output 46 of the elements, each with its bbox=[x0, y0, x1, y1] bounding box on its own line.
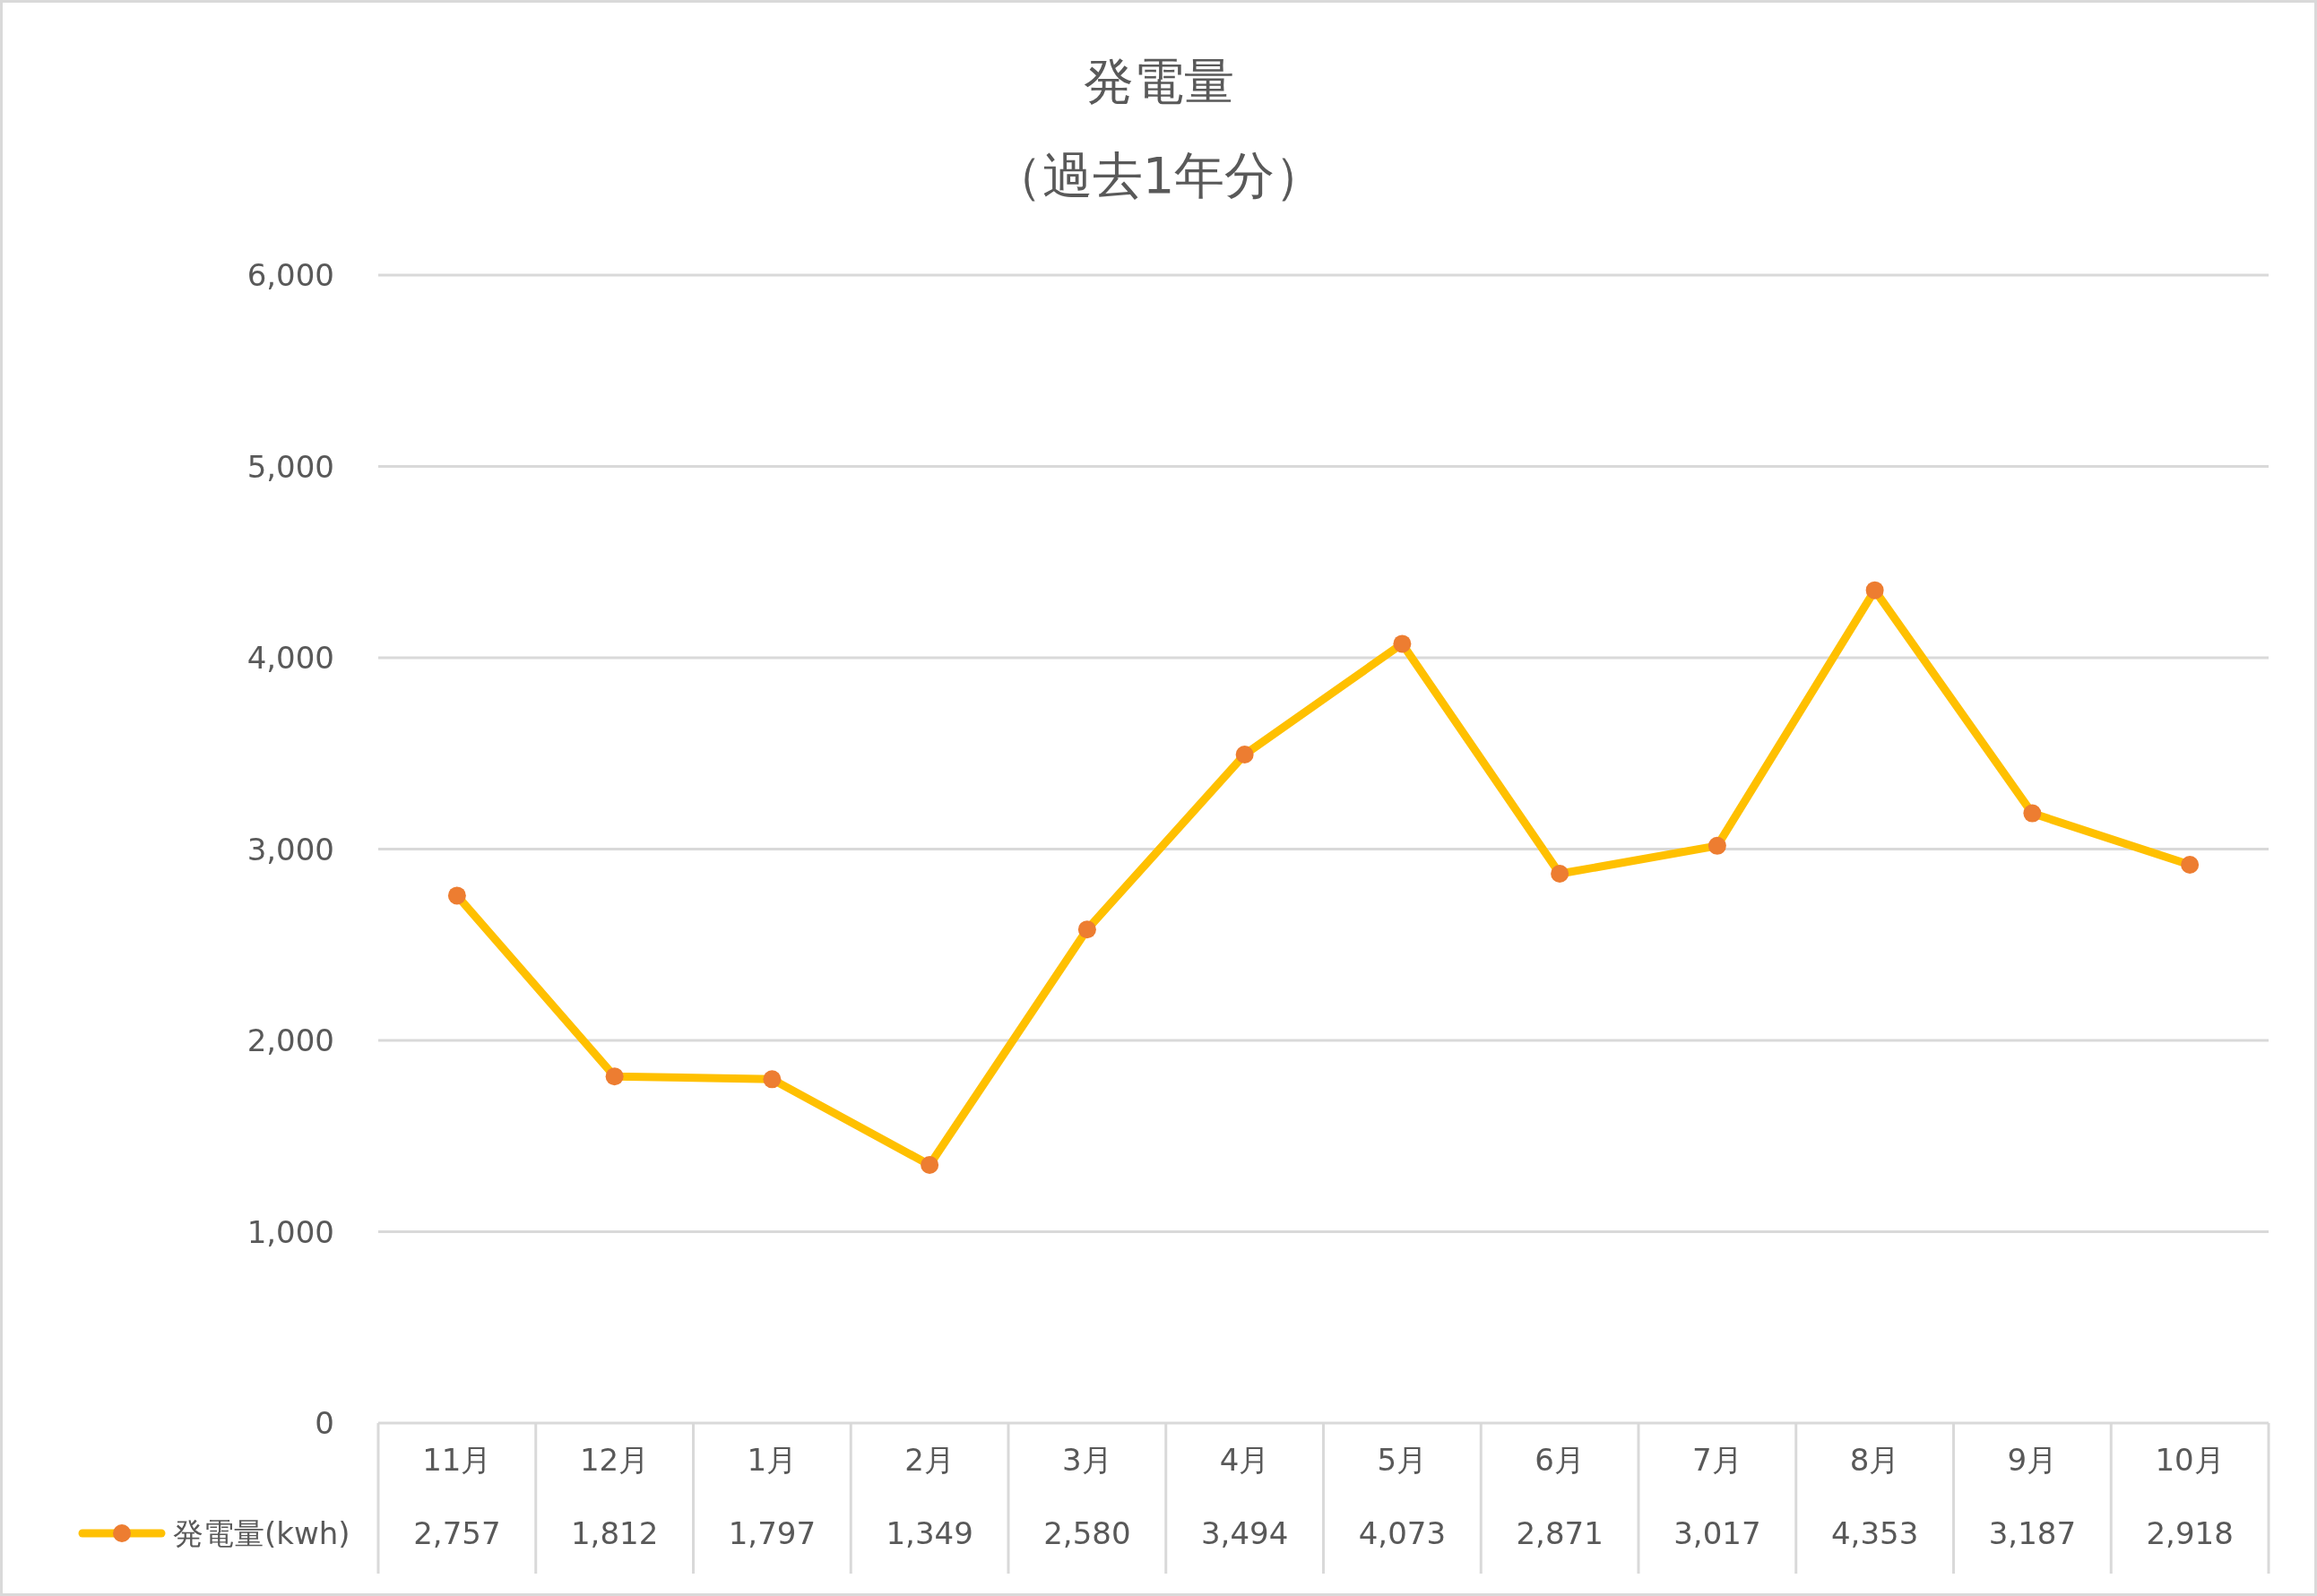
point bbox=[2181, 856, 2200, 875]
y-tick-label: 3,000 bbox=[246, 831, 334, 867]
y-tick-label: 2,000 bbox=[246, 1022, 334, 1058]
data-label: 4,073 bbox=[1358, 1515, 1447, 1551]
y-tick-label: 6,000 bbox=[246, 257, 334, 293]
data-label: 2,918 bbox=[2146, 1515, 2234, 1551]
x-tick-label: 5月 bbox=[1377, 1442, 1428, 1478]
y-tick-label: 5,000 bbox=[246, 448, 334, 485]
data-label: 1,812 bbox=[570, 1515, 659, 1551]
point bbox=[1393, 634, 1412, 653]
y-tick-label: 1,000 bbox=[246, 1213, 334, 1250]
x-tick-label: 7月 bbox=[1692, 1442, 1742, 1478]
data-label: 1,797 bbox=[728, 1515, 817, 1551]
point bbox=[1707, 836, 1726, 855]
y-tick-label: 4,000 bbox=[246, 640, 334, 676]
data-label: 2,757 bbox=[413, 1515, 501, 1551]
data-label: 2,580 bbox=[1043, 1515, 1131, 1551]
point bbox=[1235, 746, 1254, 764]
x-tick-label: 2月 bbox=[904, 1442, 955, 1478]
data-label: 3,017 bbox=[1673, 1515, 1761, 1551]
x-tick-label: 10月 bbox=[2155, 1442, 2225, 1478]
chart-subtitle: （過去1年分） bbox=[991, 146, 1326, 204]
x-tick-label: 11月 bbox=[422, 1442, 492, 1478]
x-tick-label: 6月 bbox=[1535, 1442, 1585, 1478]
x-tick-label: 12月 bbox=[579, 1442, 650, 1478]
x-tick-label: 3月 bbox=[1062, 1442, 1112, 1478]
data-label: 2,871 bbox=[1516, 1515, 1604, 1551]
point bbox=[605, 1067, 624, 1086]
data-label: 3,187 bbox=[1988, 1515, 2077, 1551]
point bbox=[1865, 581, 1884, 600]
x-tick-label: 9月 bbox=[2007, 1442, 2058, 1478]
data-label: 4,353 bbox=[1830, 1515, 1919, 1551]
point bbox=[921, 1155, 939, 1174]
point bbox=[2023, 804, 2042, 823]
chart-title: 発電量 bbox=[1083, 52, 1234, 110]
legend-label: 発電量(kwh) bbox=[173, 1515, 350, 1551]
point bbox=[447, 886, 466, 905]
point bbox=[763, 1070, 782, 1089]
data-label: 3,494 bbox=[1200, 1515, 1289, 1551]
y-tick-label: 0 bbox=[315, 1405, 334, 1441]
point bbox=[1551, 865, 1569, 884]
x-tick-label: 1月 bbox=[747, 1442, 798, 1478]
data-label: 1,349 bbox=[886, 1515, 973, 1551]
x-tick-label: 4月 bbox=[1219, 1442, 1270, 1478]
x-tick-label: 8月 bbox=[1849, 1442, 1900, 1478]
point bbox=[1077, 920, 1096, 939]
